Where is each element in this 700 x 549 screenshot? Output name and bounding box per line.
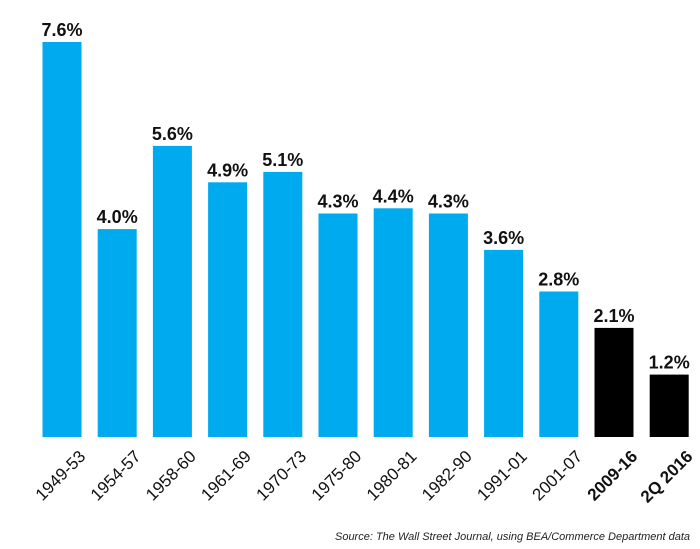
value-label: 1.2%: [649, 353, 690, 373]
category-tick-label: 1949-53: [32, 447, 90, 505]
bar-1970-73: [263, 171, 303, 437]
category-tick-label: 1991-01: [473, 447, 531, 505]
category-tick-label: 1970-73: [253, 447, 311, 505]
category-tick-label: 2009-16: [584, 447, 642, 505]
bar-2Q-2016: [649, 374, 689, 437]
category-tick-label: 2001-07: [529, 447, 587, 505]
category-tick-label: 1982-90: [418, 447, 476, 505]
value-label: 4.3%: [428, 192, 469, 212]
category-tick-label: 1975-80: [308, 447, 366, 505]
value-label: 5.1%: [262, 150, 303, 170]
bar-1949-53: [42, 42, 82, 437]
value-label: 4.9%: [207, 160, 248, 180]
bars-group: [42, 42, 689, 437]
category-tick-label: 1954-57: [87, 447, 145, 505]
bar-2001-07: [539, 291, 579, 437]
bar-2009-16: [594, 327, 634, 437]
tick-labels-group: 1949-531954-571958-601961-691970-731975-…: [32, 447, 697, 507]
value-label: 3.6%: [483, 228, 524, 248]
source-note: Source: The Wall Street Journal, using B…: [334, 531, 690, 543]
bar-1982-90: [428, 213, 468, 437]
category-tick-label: 1961-69: [197, 447, 255, 505]
value-labels-group: 7.6% 4.0% 5.6% 4.9% 5.1% 4.3% 4.4% 4.3% 3.6% 2.8%…: [41, 20, 689, 373]
value-label: 2.1%: [593, 306, 634, 326]
value-label: 4.0%: [97, 207, 138, 227]
bar-1954-57: [97, 229, 137, 437]
category-tick-label: 1958-60: [142, 447, 200, 505]
category-tick-label: 1980-81: [363, 447, 421, 505]
bar-1975-80: [318, 213, 358, 437]
value-label: 4.4%: [373, 186, 414, 206]
value-label: 2.8%: [538, 270, 579, 290]
bar-1958-60: [152, 145, 192, 437]
value-label: 7.6%: [41, 20, 82, 40]
bar-1961-69: [208, 182, 248, 437]
bar-1980-81: [373, 208, 413, 437]
value-label: 5.6%: [152, 124, 193, 144]
category-tick-label: 2Q 2016: [637, 447, 697, 507]
bar-1991-01: [484, 249, 524, 437]
value-label: 4.3%: [317, 192, 358, 212]
